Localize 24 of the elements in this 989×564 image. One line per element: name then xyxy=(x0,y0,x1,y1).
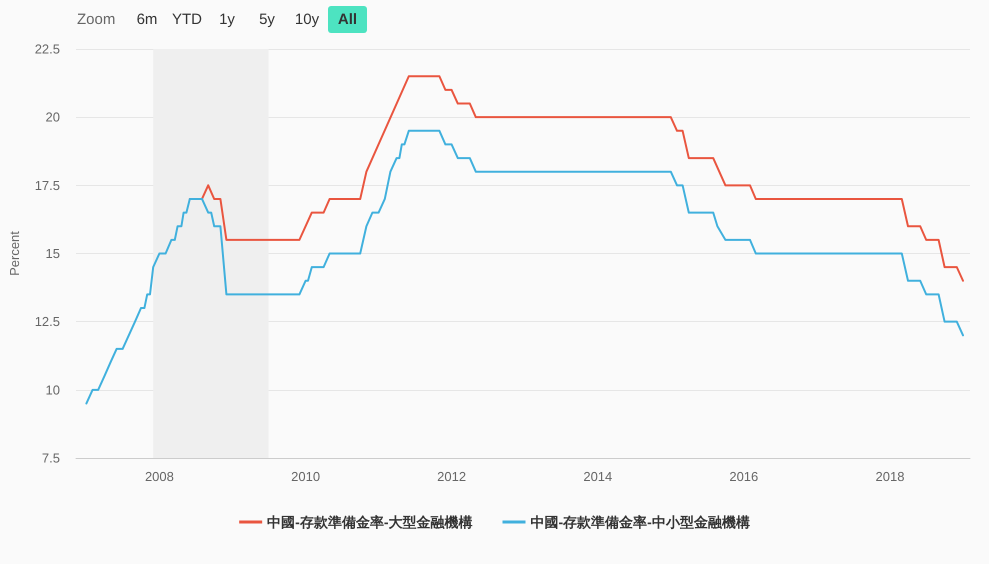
y-tick-label: 12.5 xyxy=(34,314,60,330)
x-tick-label: 2016 xyxy=(729,469,758,484)
text: 10y xyxy=(294,11,320,28)
legend-label: 中國-存款準備金率-中小型金融機構 xyxy=(530,514,750,530)
legend-label: 中國-存款準備金率-大型金融機構 xyxy=(267,514,473,530)
x-tick-label: 2012 xyxy=(437,469,466,484)
y-tick-label: 15 xyxy=(46,246,60,261)
text: YTD xyxy=(171,11,203,28)
y-tick-label: 17.5 xyxy=(34,178,60,193)
x-tick-label: 2014 xyxy=(583,469,612,484)
y-axis-title: Percent xyxy=(7,230,22,276)
x-tick-label: 2008 xyxy=(144,469,174,484)
line-series xyxy=(85,130,964,404)
y-tick-label: 20 xyxy=(46,110,60,125)
x-tick-label: 2018 xyxy=(876,469,904,484)
selected-range-button: All xyxy=(328,6,367,33)
y-tick-label: 22.5 xyxy=(34,42,60,56)
text: Zoom xyxy=(77,11,116,28)
y-tick-label: 7.5 xyxy=(42,450,60,466)
text: 1y xyxy=(218,11,236,28)
text: 5y xyxy=(258,11,276,28)
x-tick-label: 2010 xyxy=(291,469,320,484)
y-tick-label: 10 xyxy=(46,382,60,398)
text: 6m xyxy=(136,11,158,28)
